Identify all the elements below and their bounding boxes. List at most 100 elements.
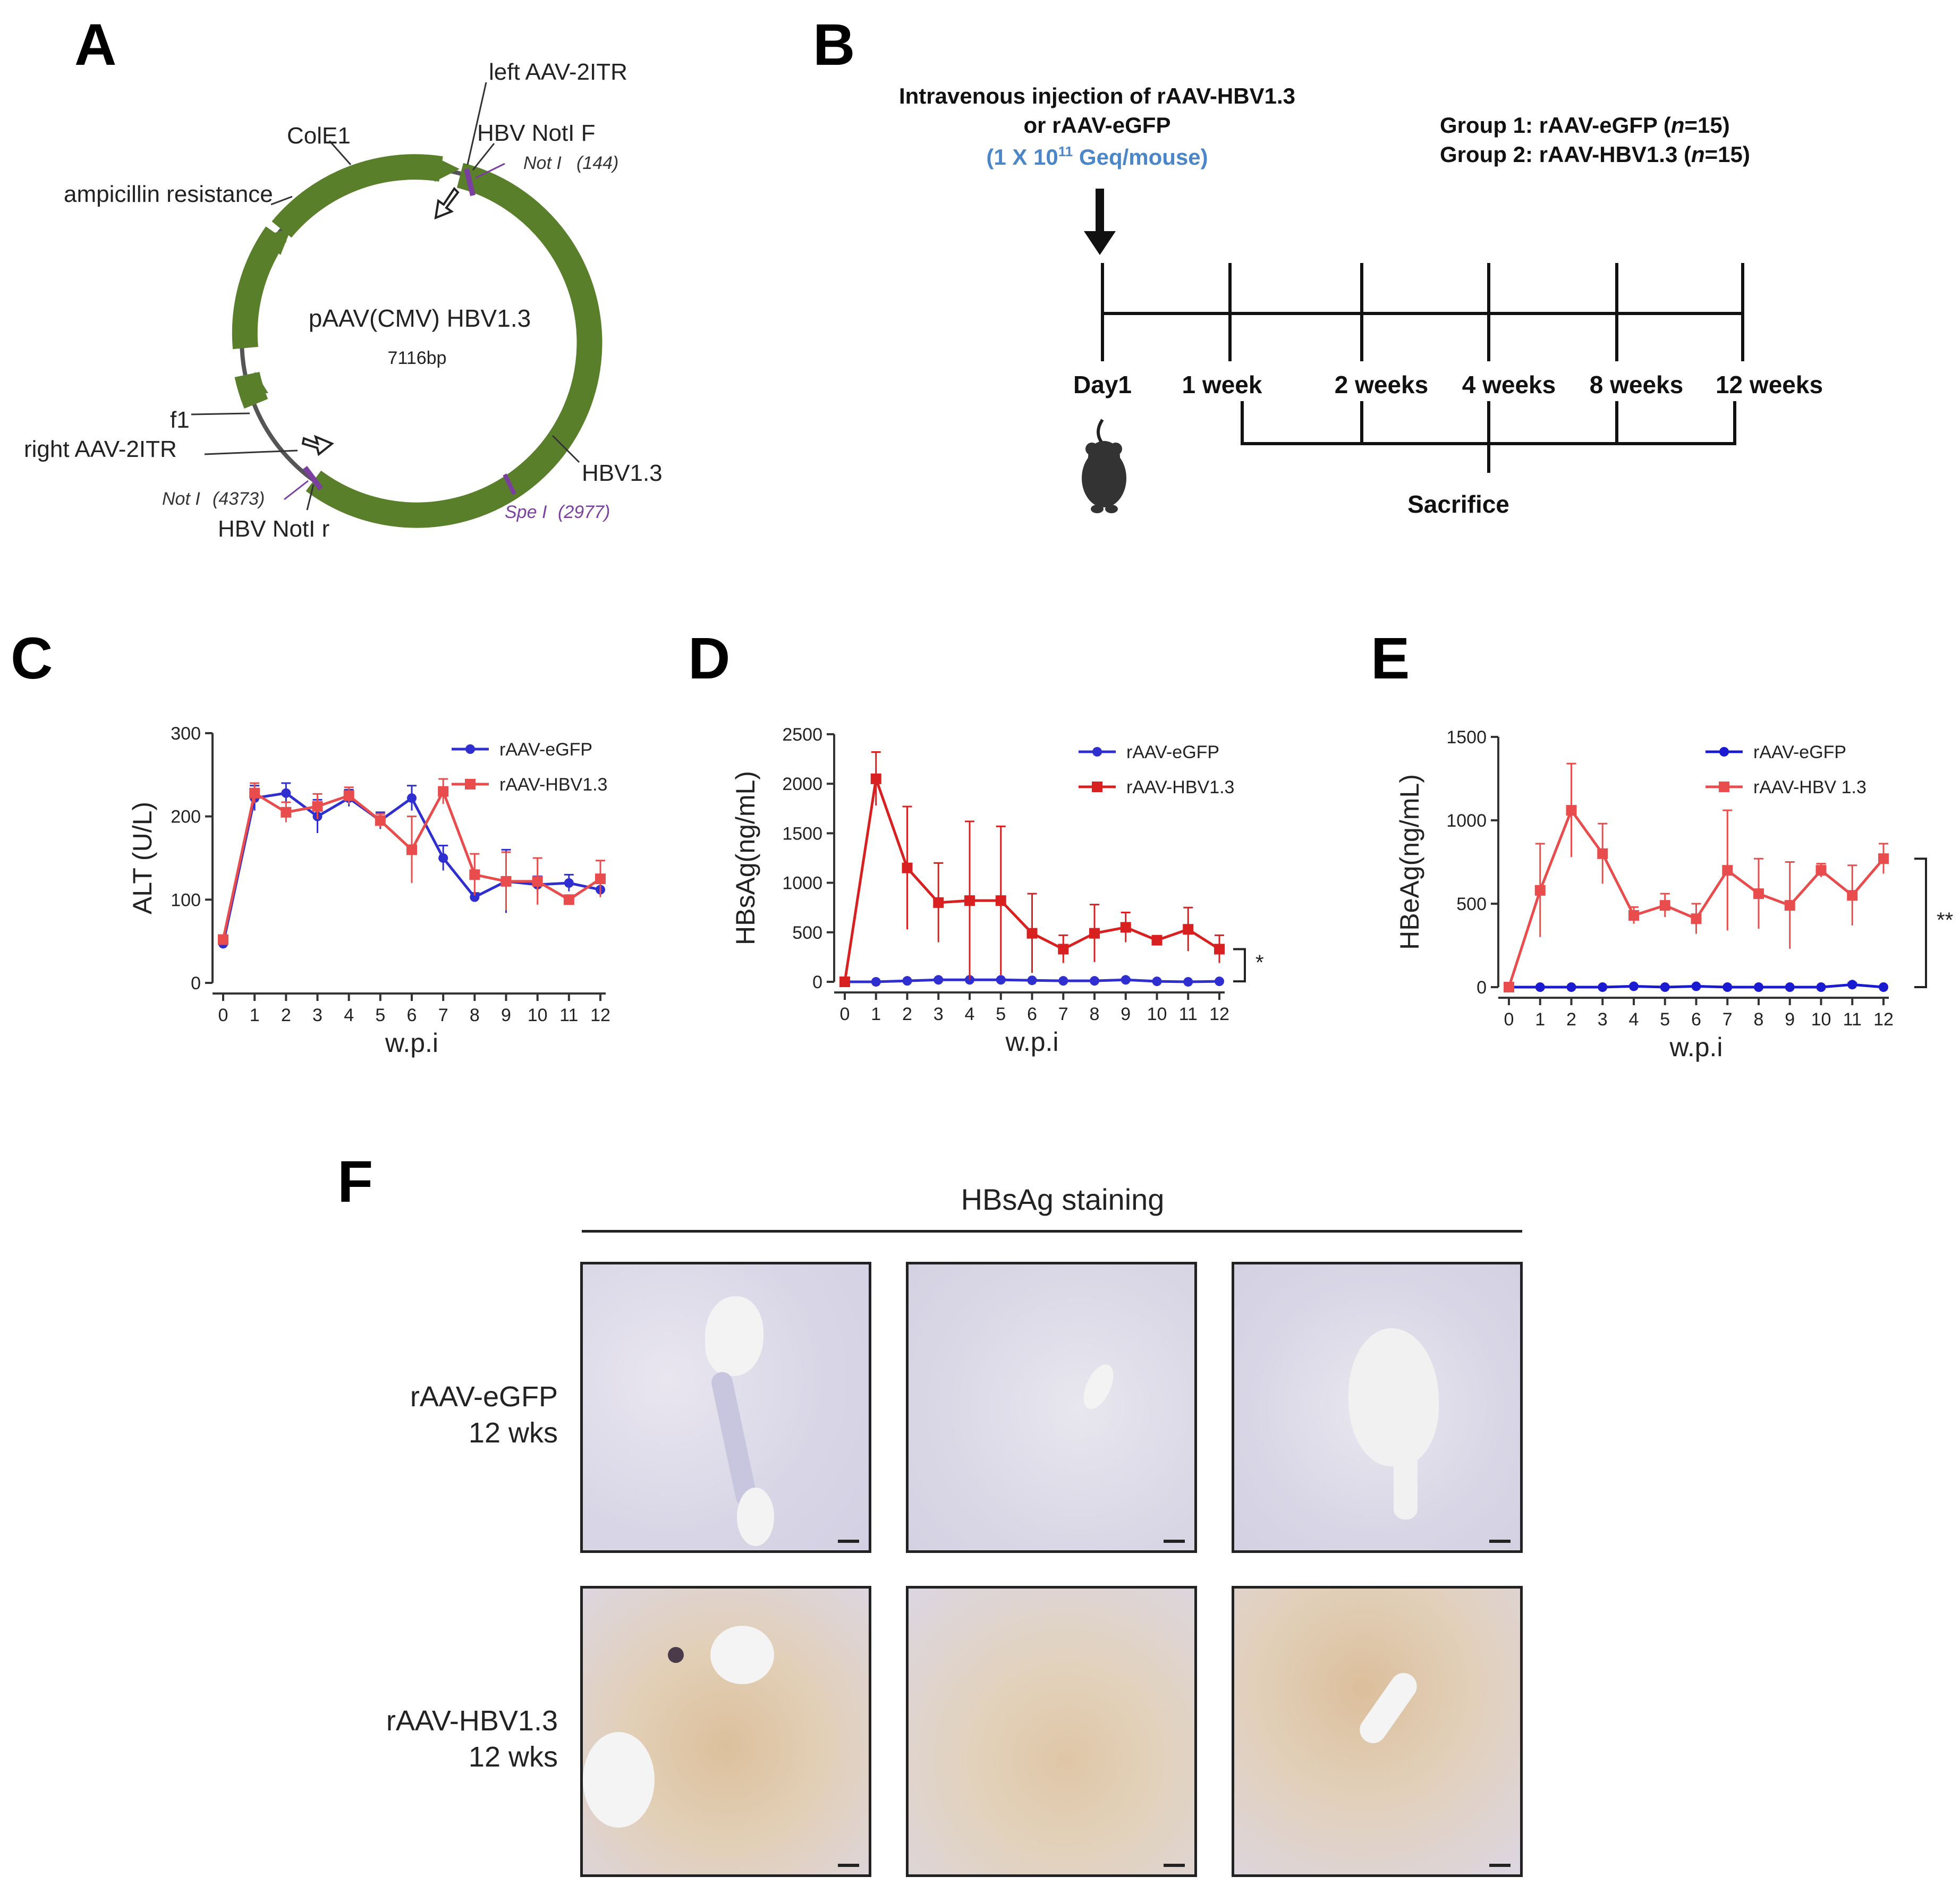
y-tick-label: 1000 (1446, 811, 1487, 831)
data-point (1152, 977, 1162, 987)
data-point (839, 977, 850, 987)
data-point (1722, 865, 1733, 876)
cole1-arrowhead (435, 157, 460, 182)
x-tick-label: 9 (1121, 1004, 1131, 1024)
data-point (249, 787, 260, 799)
data-point (1754, 982, 1763, 992)
panel-label-e: E (1371, 626, 1410, 691)
data-point (1120, 922, 1131, 933)
plasmid-size: 7116bp (388, 348, 447, 368)
data-point (1090, 976, 1099, 986)
x-tick-label: 11 (559, 1005, 578, 1025)
data-point (933, 897, 944, 908)
mouse-icon (1082, 419, 1126, 513)
x-tick-label: 10 (1147, 1004, 1167, 1024)
legend-marker (465, 744, 475, 754)
data-point (1151, 935, 1163, 946)
x-axis-label: w.p.i (385, 1028, 438, 1058)
legend-label: rAAV-eGFP (1126, 742, 1219, 762)
data-point (1058, 944, 1069, 955)
data-point (870, 773, 881, 784)
micrograph-egfp-1 (580, 1262, 871, 1553)
legend-label: rAAV-eGFP (499, 740, 592, 760)
data-point (1815, 865, 1827, 876)
data-point (218, 934, 228, 945)
x-tick-label: 2 (1566, 1009, 1576, 1030)
label-hbv13: HBV1.3 (582, 460, 663, 486)
data-point (281, 806, 292, 818)
data-point (1598, 982, 1608, 992)
noti-144-site (464, 168, 476, 197)
row-label-hbv-line2: 12 wks (468, 1741, 558, 1773)
x-tick-label: 5 (375, 1005, 385, 1025)
significance-bracket (1914, 857, 1927, 988)
plasmid-map: pAAV(CMV) HBV1.3 7116bp left AAV-2ITR HB… (24, 59, 663, 542)
x-tick-label: 11 (1843, 1009, 1862, 1030)
y-axis-label: HBsAg(ng/mL) (731, 771, 760, 945)
y-tick-label: 200 (171, 807, 201, 827)
x-tick-label: 3 (312, 1005, 323, 1025)
y-tick-label: 2500 (782, 725, 822, 745)
significance-bracket (1233, 948, 1246, 983)
significance-stars: * (1255, 951, 1264, 974)
y-tick-label: 500 (1456, 894, 1487, 914)
legend-marker (1719, 782, 1729, 792)
data-point (563, 894, 574, 905)
legend-marker (1092, 747, 1102, 757)
y-tick-label: 1500 (1446, 727, 1487, 748)
f1-arrowhead (242, 372, 268, 393)
x-axis-label: w.p.i (1669, 1032, 1723, 1062)
panel-label-d: D (688, 626, 731, 691)
label-noti-4373-name: Not I (162, 489, 200, 509)
data-point (470, 892, 480, 902)
data-point (1566, 805, 1577, 816)
data-point (1215, 977, 1224, 987)
x-tick-label: 1 (250, 1005, 260, 1025)
y-tick-label: 0 (1477, 978, 1487, 998)
x-tick-label: 8 (1754, 1009, 1764, 1030)
x-tick-label: 8 (1090, 1004, 1100, 1024)
row-label-hbv: rAAV-HBV1.3 12 wks (340, 1703, 558, 1775)
y-tick-label: 1500 (782, 823, 822, 844)
x-tick-label: 4 (1629, 1009, 1639, 1030)
timeline-diagram: Intravenous injection of rAAV-HBV1.3 or … (899, 83, 1823, 518)
micrograph-egfp-3 (1232, 1262, 1523, 1553)
data-point (1660, 982, 1670, 992)
label-spei-pos: (2977) (558, 502, 610, 522)
data-point (312, 801, 323, 812)
legend-label: rAAV-HBV1.3 (1126, 777, 1234, 797)
legend-label: rAAV-eGFP (1753, 742, 1846, 762)
data-point (1597, 848, 1608, 859)
panel-label-c: C (11, 626, 53, 691)
x-tick-label: 7 (1058, 1004, 1068, 1024)
tp-12weeks: 12 weeks (1716, 371, 1823, 398)
data-point (1183, 924, 1194, 935)
data-point (500, 876, 512, 887)
data-point (1785, 982, 1795, 992)
panel-label-b: B (813, 12, 855, 78)
injection-arrowhead (1084, 231, 1116, 255)
y-tick-label: 0 (191, 973, 201, 994)
data-point (1723, 982, 1733, 992)
cole1-arc (271, 154, 443, 238)
sacrifice-label: Sacrifice (1407, 490, 1509, 518)
x-tick-label: 3 (934, 1004, 944, 1024)
data-point (343, 790, 354, 801)
x-tick-label: 5 (1660, 1009, 1670, 1030)
tp-2weeks: 2 weeks (1335, 371, 1428, 398)
micrograph-hbv-3 (1232, 1586, 1523, 1877)
data-point (1816, 982, 1826, 992)
data-point (532, 876, 543, 887)
data-point (1026, 928, 1038, 939)
x-tick-label: 10 (528, 1005, 548, 1025)
data-point (1183, 977, 1193, 987)
legend-marker (1092, 782, 1102, 792)
data-point (1753, 888, 1764, 899)
amp-arc (232, 226, 287, 350)
y-tick-label: 2000 (782, 774, 822, 794)
panel-label-f: F (337, 1149, 374, 1215)
data-point (902, 976, 912, 986)
